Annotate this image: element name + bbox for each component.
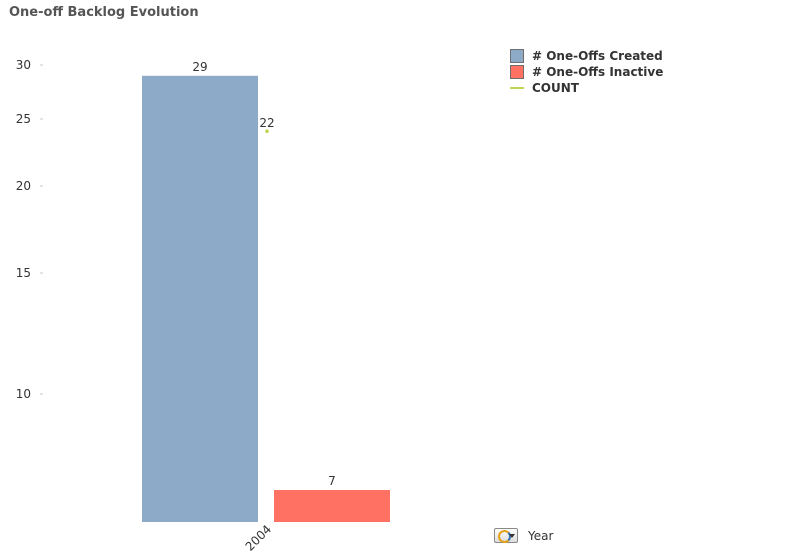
data-label-created: 29 (192, 60, 207, 74)
legend-item-created[interactable]: # One-Offs Created (510, 48, 663, 64)
chart-title: One-off Backlog Evolution (9, 5, 199, 20)
legend-item-count[interactable]: COUNT (510, 80, 663, 96)
y-tick-label-10: 10 (16, 387, 31, 401)
cycle-dimension-control[interactable]: Year (494, 528, 553, 543)
x-tick-label-2004: 2004 (243, 522, 274, 553)
data-label-count: 22 (259, 116, 274, 130)
legend-label-created: # One-Offs Created (532, 49, 663, 63)
legend-swatch-inactive (510, 65, 524, 79)
legend-item-inactive[interactable]: # One-Offs Inactive (510, 64, 663, 80)
legend-label-count: COUNT (532, 81, 579, 95)
y-tick-label-15: 15 (16, 266, 31, 280)
cycle-dimension-label: Year (528, 528, 554, 543)
chart-legend: # One-Offs Created # One-Offs Inactive C… (510, 48, 663, 96)
bar-inactive-2004[interactable] (274, 490, 390, 522)
y-tick-label-30: 30 (16, 58, 31, 72)
count-point-2004[interactable] (265, 129, 269, 133)
legend-swatch-created (510, 49, 524, 63)
chevron-down-icon (509, 534, 515, 538)
legend-line-count (510, 87, 524, 89)
bar-created-2004[interactable] (142, 75, 258, 523)
y-tick-label-25: 25 (16, 112, 31, 126)
data-label-inactive: 7 (328, 474, 336, 488)
y-tick-label-20: 20 (16, 179, 31, 193)
legend-label-inactive: # One-Offs Inactive (532, 65, 664, 79)
cycle-group-button[interactable] (494, 528, 518, 543)
